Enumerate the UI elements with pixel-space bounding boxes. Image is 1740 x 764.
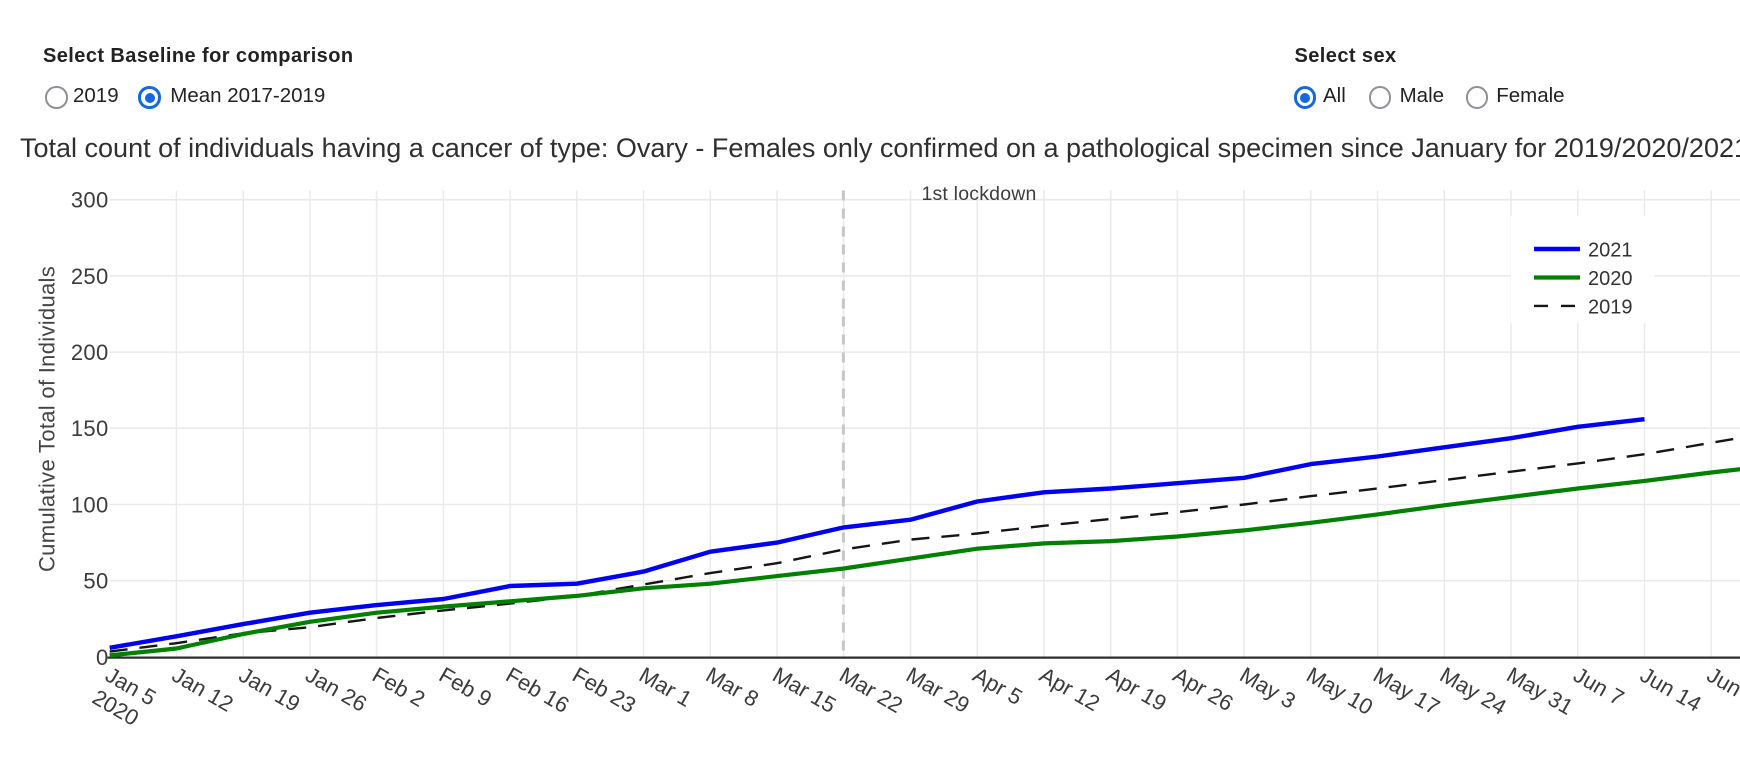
svg-text:2019: 2019: [1588, 296, 1633, 318]
svg-text:Jan 19: Jan 19: [235, 662, 305, 717]
svg-text:Feb 23: Feb 23: [568, 662, 640, 718]
svg-text:Jan 52020: Jan 52020: [88, 662, 160, 733]
svg-text:50: 50: [83, 569, 108, 594]
svg-text:Mar 1: Mar 1: [635, 662, 696, 712]
svg-text:Feb 2: Feb 2: [368, 662, 429, 712]
svg-text:Cumulative Total of Individual: Cumulative Total of Individuals: [35, 266, 60, 572]
svg-text:Mar 15: Mar 15: [769, 662, 841, 718]
svg-text:0: 0: [96, 645, 109, 670]
svg-text:200: 200: [71, 340, 109, 365]
svg-text:Apr 19: Apr 19: [1102, 662, 1171, 716]
svg-text:Mar 29: Mar 29: [902, 662, 974, 718]
svg-text:May 3: May 3: [1236, 662, 1300, 714]
svg-text:1st lockdown: 1st lockdown: [921, 183, 1036, 205]
svg-text:Feb 16: Feb 16: [502, 662, 574, 718]
svg-text:May 24: May 24: [1436, 662, 1511, 720]
svg-text:250: 250: [71, 264, 109, 289]
svg-text:2020: 2020: [1588, 268, 1633, 290]
svg-text:Jun 7: Jun 7: [1569, 662, 1628, 711]
svg-text:Mar 22: Mar 22: [835, 662, 907, 718]
svg-text:Jan 26: Jan 26: [301, 662, 371, 717]
svg-text:May 17: May 17: [1369, 662, 1444, 720]
svg-text:Apr 5: Apr 5: [969, 662, 1027, 710]
svg-text:Jun 14: Jun 14: [1636, 662, 1706, 717]
svg-text:300: 300: [71, 188, 109, 213]
svg-text:150: 150: [71, 416, 109, 441]
svg-text:Jan 12: Jan 12: [168, 662, 238, 717]
svg-text:Apr 12: Apr 12: [1035, 662, 1104, 716]
svg-text:May 10: May 10: [1302, 662, 1377, 720]
svg-text:100: 100: [71, 492, 109, 517]
svg-text:2021: 2021: [1588, 240, 1633, 262]
svg-text:Apr 26: Apr 26: [1169, 662, 1238, 716]
svg-text:May 31: May 31: [1503, 662, 1578, 720]
svg-text:Jun 21: Jun 21: [1703, 662, 1740, 717]
svg-text:Feb 9: Feb 9: [435, 662, 496, 712]
svg-text:Mar 8: Mar 8: [702, 662, 763, 712]
